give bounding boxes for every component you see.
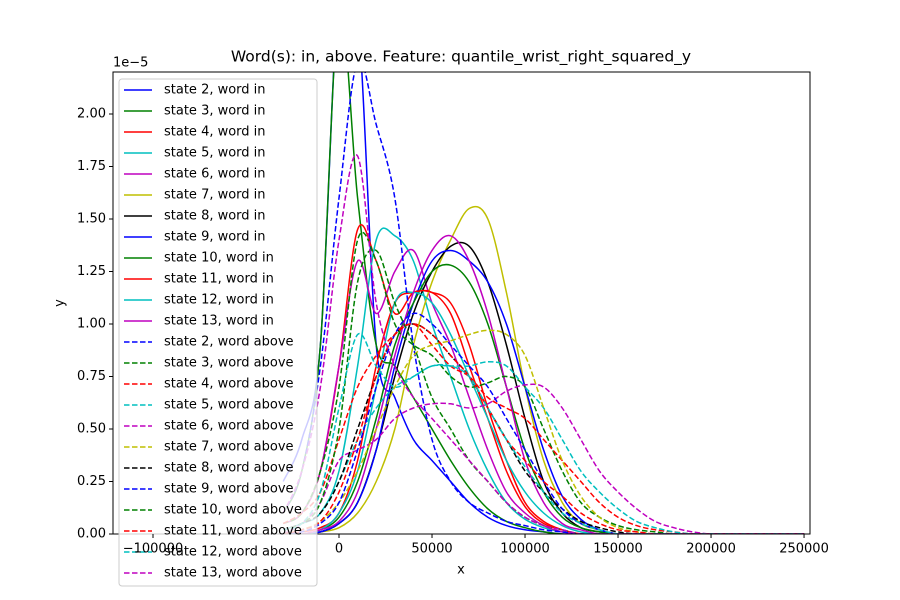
legend-label: state 13, word above — [164, 566, 302, 581]
legend-label: state 3, word in — [164, 104, 266, 119]
plot-lines — [282, 72, 805, 534]
series-line — [283, 263, 805, 534]
legend-label: state 7, word in — [164, 188, 266, 203]
legend-label: state 11, word in — [164, 272, 274, 287]
legend-label: state 9, word in — [164, 230, 266, 245]
legend-box — [118, 78, 318, 587]
series-line — [282, 231, 805, 534]
legend-label: state 10, word in — [164, 251, 274, 266]
series-line — [282, 332, 805, 534]
series-line — [282, 72, 805, 534]
legend: state 2, word in state 3, word in state 4,… — [118, 78, 318, 587]
legend-label: state 9, word above — [164, 482, 294, 497]
y-tick-label: 1.00 — [77, 317, 106, 332]
legend-label: state 6, word above — [164, 419, 294, 434]
x-tick-label: 250000 — [779, 542, 829, 557]
legend-label: state 10, word above — [164, 503, 302, 518]
y-tick-label: 1.25 — [77, 264, 106, 279]
x-tick-label: 100000 — [500, 542, 550, 557]
legend-label: state 4, word in — [164, 125, 266, 140]
legend-label: state 8, word above — [164, 461, 294, 476]
legend-label: state 13, word in — [164, 314, 274, 329]
legend-label: state 6, word in — [164, 167, 266, 182]
x-tick-label: 0 — [335, 542, 343, 557]
series-line — [283, 234, 805, 534]
legend-label: state 5, word in — [164, 146, 266, 161]
legend-label: state 2, word in — [164, 83, 266, 98]
y-tick-label: 0.00 — [77, 527, 106, 542]
chart-title: Word(s): in, above. Feature: quantile_wr… — [231, 48, 691, 67]
y-offset-label: 1e−5 — [113, 56, 148, 71]
legend-label: state 3, word above — [164, 356, 294, 371]
legend-label: state 4, word above — [164, 377, 294, 392]
series-line — [282, 153, 805, 534]
y-tick-label: 0.50 — [77, 422, 106, 437]
x-axis-label: x — [457, 563, 465, 578]
y-tick-label: 1.75 — [77, 159, 106, 174]
y-tick-label: 1.50 — [77, 212, 106, 227]
x-tick-label: −100000 — [123, 542, 184, 557]
series-line — [282, 227, 805, 534]
series-line — [282, 72, 805, 534]
series-line — [282, 72, 805, 534]
legend-label: state 12, word above — [164, 545, 302, 560]
series-line — [282, 322, 805, 534]
legend-label: state 12, word in — [164, 293, 274, 308]
series-line — [282, 224, 805, 534]
y-tick-label: 0.75 — [77, 369, 106, 384]
series-line — [283, 249, 805, 534]
series-line — [283, 312, 805, 534]
x-tick-label: 50000 — [411, 542, 452, 557]
series-line — [283, 205, 805, 534]
legend-label: state 2, word above — [164, 335, 294, 350]
y-axis-label: y — [53, 299, 68, 307]
series-line — [282, 361, 805, 534]
legend-label: state 5, word above — [164, 398, 294, 413]
x-tick-label: 150000 — [593, 542, 643, 557]
y-tick-label: 2.00 — [77, 107, 106, 122]
axes-frame — [112, 71, 811, 535]
legend-label: state 11, word above — [164, 524, 302, 539]
series-line — [282, 248, 805, 534]
legend-label: state 7, word above — [164, 440, 294, 455]
y-tick-label: 0.25 — [77, 474, 106, 489]
legend-label: state 8, word in — [164, 209, 266, 224]
x-tick-label: 200000 — [686, 542, 736, 557]
